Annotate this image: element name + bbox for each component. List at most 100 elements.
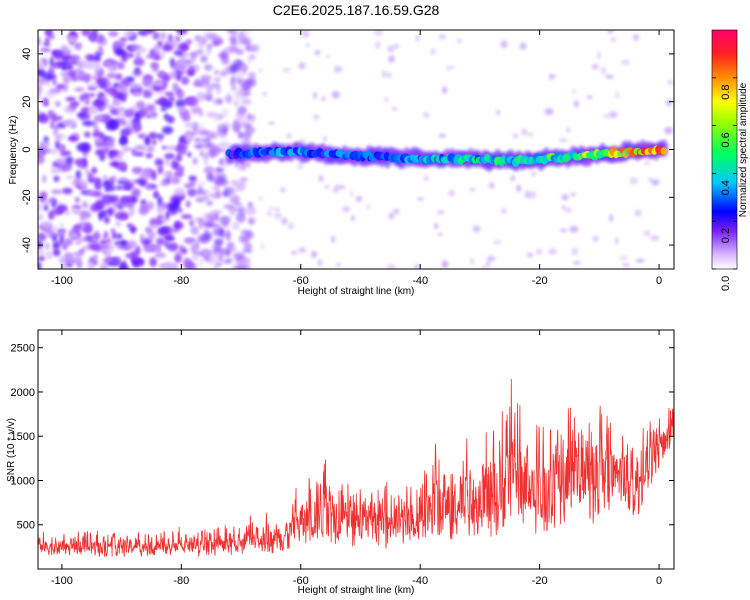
noise-speckle — [258, 196, 263, 201]
noise-blob — [176, 251, 182, 256]
noise-blob — [75, 259, 82, 268]
colorbar-tick-label: 0.6 — [720, 132, 732, 147]
noise-blob — [81, 200, 88, 209]
snr-line — [38, 378, 674, 557]
noise-blob — [175, 99, 187, 108]
noise-blob — [164, 240, 169, 248]
noise-blob — [146, 30, 156, 34]
noise-blob — [218, 142, 229, 148]
noise-speckle — [330, 235, 336, 244]
noise-blob — [66, 262, 73, 268]
noise-blob — [210, 216, 215, 224]
noise-blob — [162, 171, 174, 178]
noise-blob — [159, 31, 167, 41]
noise-blob — [38, 61, 44, 71]
noise-speckle — [291, 250, 298, 255]
noise-blob — [157, 165, 164, 175]
noise-blob — [212, 185, 219, 191]
noise-blob — [247, 55, 253, 64]
noise-speckle — [430, 48, 436, 56]
bottom-axis-ticks: -100 -80 -60 -40 -20 0 500 1000 1500 2000 2500 — [11, 330, 674, 587]
noise-blob — [74, 42, 83, 50]
noise-blob — [105, 123, 118, 131]
noise-blob — [229, 76, 237, 87]
noise-blob — [185, 39, 193, 45]
noise-blob — [159, 51, 166, 57]
noise-blob — [164, 91, 175, 97]
noise-blob — [60, 45, 69, 50]
snr-line-series — [38, 378, 674, 557]
bottom-plot-frame — [37, 329, 675, 570]
noise-blob — [176, 152, 182, 161]
noise-blob — [206, 43, 213, 50]
noise-blob — [233, 118, 240, 129]
noise-speckle — [496, 109, 500, 116]
noise-speckle — [388, 212, 395, 220]
noise-speckle — [438, 33, 447, 40]
noise-speckle — [331, 188, 339, 193]
noise-blob — [131, 188, 141, 198]
noise-speckle — [644, 159, 650, 166]
noise-blob — [43, 41, 51, 47]
noise-blob — [112, 156, 123, 163]
noise-blob — [213, 264, 218, 269]
x-tick-label: -20 — [532, 575, 548, 587]
noise-blob — [70, 54, 81, 61]
noise-blob — [93, 254, 98, 260]
noise-blob — [52, 243, 59, 249]
noise-speckle — [324, 184, 330, 189]
noise-blob — [45, 250, 53, 260]
noise-blob — [115, 233, 123, 239]
noise-blob — [115, 73, 123, 81]
noise-speckle — [302, 30, 310, 38]
noise-blob — [198, 258, 203, 268]
colorbar-tick-label: 0.8 — [720, 85, 732, 100]
noise-blob — [223, 204, 235, 209]
noise-blob — [209, 192, 222, 199]
colorbar-tick-label: 0.0 — [720, 276, 732, 291]
noise-blob — [44, 37, 50, 43]
noise-blob — [115, 220, 122, 227]
noise-blob — [235, 48, 244, 56]
noise-blob — [42, 58, 48, 68]
noise-blob — [202, 194, 210, 202]
noise-blob — [108, 176, 115, 185]
noise-blob — [132, 68, 143, 77]
noise-blob — [174, 35, 181, 43]
noise-blob — [212, 113, 223, 122]
y-tick-label: -20 — [21, 189, 33, 205]
noise-blob — [239, 119, 251, 128]
noise-blob — [123, 30, 135, 38]
noise-speckle — [321, 96, 326, 102]
noise-speckle — [531, 190, 537, 199]
noise-blob — [242, 248, 253, 253]
noise-blob — [157, 227, 169, 237]
noise-blob — [38, 69, 42, 75]
x-tick-label: -80 — [173, 575, 189, 587]
colorbar — [711, 29, 738, 270]
noise-blob — [161, 145, 167, 150]
noise-blob — [154, 252, 166, 259]
noise-blob — [50, 167, 58, 174]
noise-blob — [192, 81, 204, 87]
y-tick-label: 2500 — [11, 343, 35, 355]
noise-blob — [225, 258, 233, 264]
noise-blob — [44, 228, 56, 235]
noise-blob — [128, 206, 135, 217]
noise-blob — [121, 198, 132, 203]
noise-blob — [159, 181, 170, 186]
noise-blob — [225, 248, 231, 258]
noise-speckle — [544, 108, 554, 116]
noise-speckle — [519, 42, 527, 50]
noise-blob — [134, 144, 147, 152]
noise-blob — [98, 34, 104, 40]
noise-blob — [207, 172, 214, 180]
noise-blob — [118, 107, 126, 112]
noise-speckle — [438, 133, 447, 138]
noise-blob — [61, 187, 73, 195]
noise-blob — [170, 176, 181, 185]
noise-blob — [149, 257, 157, 267]
noise-blob — [206, 212, 219, 220]
noise-blob — [169, 71, 178, 79]
